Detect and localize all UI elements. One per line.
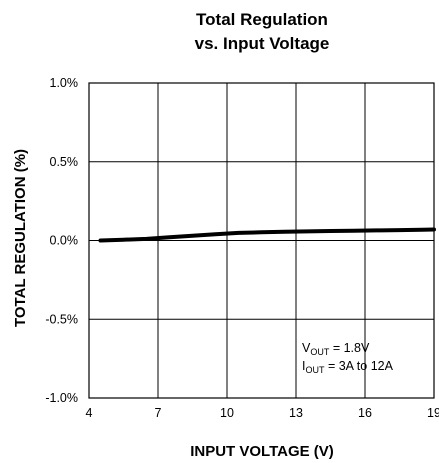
x-tick-label: 10: [220, 406, 234, 420]
chart-title-line-2: vs. Input Voltage: [195, 34, 330, 53]
x-axis-label: INPUT VOLTAGE (V): [190, 443, 334, 460]
annotation: VOUT = 1.8V IOUT = 3A to 12A: [302, 341, 394, 375]
annotation-iout: IOUT = 3A to 12A: [302, 359, 394, 375]
x-tick-label: 19: [427, 406, 439, 420]
y-tick-label: -1.0%: [45, 391, 78, 405]
x-tick-label: 7: [155, 406, 162, 420]
chart-title-line-1: Total Regulation: [196, 10, 328, 29]
x-tick-label: 4: [86, 406, 93, 420]
x-tick-label: 16: [358, 406, 372, 420]
plot-area: [88, 82, 435, 399]
series-group: [98, 227, 436, 243]
x-tick-label: 13: [289, 406, 303, 420]
annotation-vout: VOUT = 1.8V: [302, 341, 370, 357]
series-line-0: [98, 227, 436, 243]
y-tick-label: 0.0%: [50, 234, 79, 248]
y-tick-label: -0.5%: [45, 312, 78, 326]
y-axis-label: TOTAL REGULATION (%): [12, 149, 29, 327]
y-tick-label: 0.5%: [50, 155, 79, 169]
tick-labels: 4 7 10 13 16 19 1.0% 0.5% 0.0% -0.5% -1.0%: [45, 76, 439, 420]
y-tick-label: 1.0%: [50, 76, 79, 90]
